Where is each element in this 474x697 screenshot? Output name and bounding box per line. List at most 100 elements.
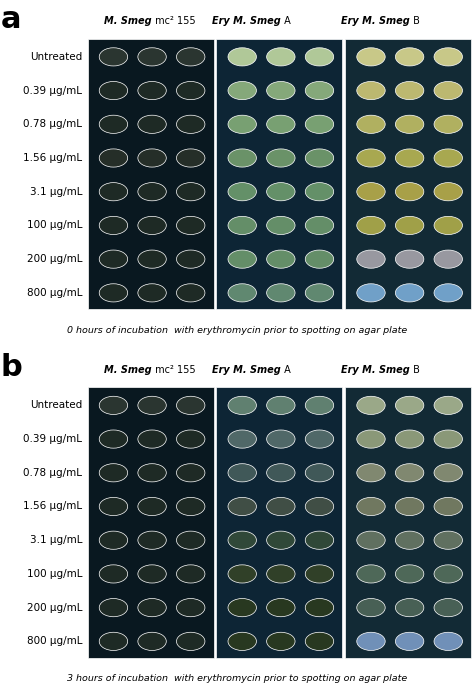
Text: B: B	[410, 365, 419, 375]
Circle shape	[434, 632, 463, 650]
Text: 0.78 μg/mL: 0.78 μg/mL	[23, 468, 82, 477]
Circle shape	[434, 430, 463, 448]
Circle shape	[434, 82, 463, 100]
Circle shape	[305, 632, 334, 650]
Circle shape	[138, 82, 166, 100]
Circle shape	[395, 284, 424, 302]
Text: Ery M. Smeg: Ery M. Smeg	[212, 16, 281, 26]
Circle shape	[434, 216, 463, 234]
Circle shape	[138, 599, 166, 617]
Circle shape	[395, 216, 424, 234]
Text: 100 μg/mL: 100 μg/mL	[27, 569, 82, 579]
Circle shape	[99, 115, 128, 133]
Circle shape	[99, 599, 128, 617]
Circle shape	[305, 82, 334, 100]
Circle shape	[228, 82, 256, 100]
Circle shape	[305, 599, 334, 617]
Text: Ery M. Smeg: Ery M. Smeg	[341, 365, 410, 375]
Text: 3 hours of incubation  with erythromycin prior to spotting on agar plate: 3 hours of incubation with erythromycin …	[67, 674, 407, 683]
Text: 1.56 μg/mL: 1.56 μg/mL	[23, 153, 82, 163]
Circle shape	[138, 632, 166, 650]
Circle shape	[228, 599, 256, 617]
Circle shape	[176, 632, 205, 650]
Circle shape	[228, 531, 256, 549]
Circle shape	[228, 498, 256, 516]
Text: mc² 155: mc² 155	[152, 16, 196, 26]
Circle shape	[357, 531, 385, 549]
Circle shape	[266, 250, 295, 268]
Circle shape	[176, 430, 205, 448]
Circle shape	[357, 216, 385, 234]
Circle shape	[228, 149, 256, 167]
Circle shape	[305, 565, 334, 583]
Circle shape	[395, 149, 424, 167]
Circle shape	[434, 565, 463, 583]
Circle shape	[395, 397, 424, 415]
Text: 200 μg/mL: 200 μg/mL	[27, 254, 82, 264]
Text: 3.1 μg/mL: 3.1 μg/mL	[29, 535, 82, 545]
Circle shape	[266, 149, 295, 167]
Circle shape	[395, 498, 424, 516]
Text: M. Smeg: M. Smeg	[104, 16, 152, 26]
Circle shape	[395, 250, 424, 268]
Circle shape	[266, 599, 295, 617]
Circle shape	[305, 397, 334, 415]
Text: 0.39 μg/mL: 0.39 μg/mL	[23, 86, 82, 95]
Circle shape	[357, 48, 385, 66]
Circle shape	[99, 632, 128, 650]
Circle shape	[99, 430, 128, 448]
Circle shape	[305, 430, 334, 448]
Circle shape	[138, 284, 166, 302]
Circle shape	[176, 397, 205, 415]
Circle shape	[99, 250, 128, 268]
Text: B: B	[410, 16, 419, 26]
Circle shape	[228, 284, 256, 302]
Circle shape	[434, 250, 463, 268]
Circle shape	[305, 284, 334, 302]
Circle shape	[176, 82, 205, 100]
Circle shape	[357, 149, 385, 167]
Circle shape	[228, 632, 256, 650]
Circle shape	[395, 183, 424, 201]
Circle shape	[434, 498, 463, 516]
Bar	[217, 39, 342, 309]
Circle shape	[266, 430, 295, 448]
Circle shape	[266, 498, 295, 516]
Bar	[345, 388, 471, 657]
Circle shape	[266, 183, 295, 201]
Circle shape	[176, 284, 205, 302]
Text: 800 μg/mL: 800 μg/mL	[27, 636, 82, 646]
Circle shape	[176, 464, 205, 482]
Circle shape	[266, 115, 295, 133]
Circle shape	[176, 498, 205, 516]
Circle shape	[266, 632, 295, 650]
Circle shape	[395, 599, 424, 617]
Circle shape	[395, 531, 424, 549]
Circle shape	[99, 464, 128, 482]
Circle shape	[357, 82, 385, 100]
Text: mc² 155: mc² 155	[152, 365, 196, 375]
Text: a: a	[1, 5, 21, 33]
Circle shape	[357, 115, 385, 133]
Circle shape	[357, 183, 385, 201]
Circle shape	[99, 565, 128, 583]
Circle shape	[266, 565, 295, 583]
Circle shape	[176, 565, 205, 583]
Text: 100 μg/mL: 100 μg/mL	[27, 220, 82, 231]
Circle shape	[357, 397, 385, 415]
Circle shape	[434, 149, 463, 167]
Circle shape	[138, 115, 166, 133]
Text: 0 hours of incubation  with erythromycin prior to spotting on agar plate: 0 hours of incubation with erythromycin …	[67, 325, 407, 335]
Text: 1.56 μg/mL: 1.56 μg/mL	[23, 502, 82, 512]
Circle shape	[99, 397, 128, 415]
Circle shape	[395, 48, 424, 66]
Circle shape	[434, 284, 463, 302]
Circle shape	[357, 632, 385, 650]
Circle shape	[305, 498, 334, 516]
Circle shape	[138, 430, 166, 448]
Text: 800 μg/mL: 800 μg/mL	[27, 288, 82, 298]
Circle shape	[138, 397, 166, 415]
Circle shape	[434, 115, 463, 133]
Circle shape	[176, 48, 205, 66]
Circle shape	[434, 183, 463, 201]
